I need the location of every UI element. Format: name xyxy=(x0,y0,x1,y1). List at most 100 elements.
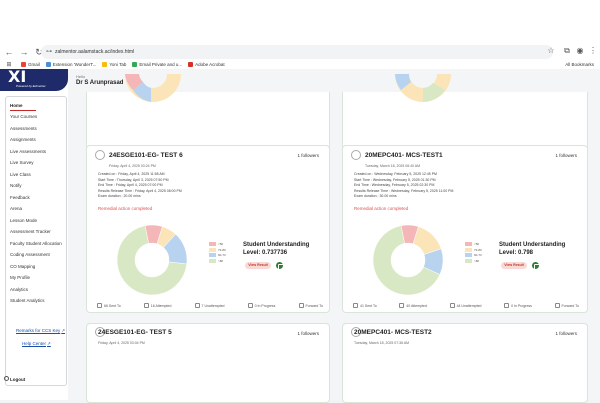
sidebar-item-coding-assessment[interactable]: Coding Assessment xyxy=(10,252,50,257)
assessment-card[interactable]: 20MEPC401- MCS-TEST1 1 followers Tuesday, … xyxy=(342,145,588,313)
extension-icon xyxy=(45,62,51,67)
user-header: Hello Dr S Arunprasad xyxy=(76,74,123,86)
sidebar-item-home[interactable]: Home xyxy=(10,103,36,111)
report-icon[interactable] xyxy=(276,262,284,270)
remedial-status: Remedial action completed xyxy=(98,206,153,211)
report-icon[interactable] xyxy=(532,262,540,270)
check-icon xyxy=(143,303,149,308)
legend-item: >80 xyxy=(465,258,482,263)
stat-sent[interactable]: 41 Sent To xyxy=(353,303,377,308)
understanding-donut-chart xyxy=(116,224,188,296)
progress-icon xyxy=(504,303,510,308)
progress-icon xyxy=(247,303,253,308)
sidebar-item-assignments[interactable]: Assignments xyxy=(10,137,36,142)
exam-duration: Exam duration : 30.00 mins xyxy=(354,194,397,198)
followers-count[interactable]: 1 followers xyxy=(297,331,319,336)
sidebar-item-my-profile[interactable]: My Profile xyxy=(10,275,31,280)
card-stats: 41 Sent To 40 Attempted 44 Unattempted 0 In… xyxy=(353,303,579,308)
view-result-button[interactable]: View Result xyxy=(245,262,271,269)
followers-count[interactable]: 1 followers xyxy=(555,331,577,336)
bookmark-email-private[interactable]: Email Private and u... xyxy=(132,62,182,67)
profile-icon[interactable]: ◉ xyxy=(576,46,584,55)
assessment-card[interactable]: 24ESGE101-EG- TEST 6 1 followers Friday, A… xyxy=(86,145,330,313)
bookmarks-bar: ⊞ Gmail Extension 'WonderT... Yoni Tab E… xyxy=(0,60,600,69)
assessment-card-bottom-right[interactable]: 20MEPC401- MCS-TEST2 1 followers Tuesday… xyxy=(342,323,588,403)
greeting: Hello xyxy=(76,74,86,79)
url-field[interactable]: ⊶ zalmentor.aalamstack.ac/index.html xyxy=(41,45,553,59)
view-result-button[interactable]: View Result xyxy=(501,262,527,269)
site-info-icon[interactable]: ⊶ xyxy=(46,49,52,55)
reload-icon[interactable]: ↻ xyxy=(35,47,43,57)
legend-item: 60-73 xyxy=(465,253,482,258)
logo-tagline: Powered by Edmenter xyxy=(16,84,46,88)
followers-count[interactable]: 1 followers xyxy=(555,153,577,158)
sidebar-item-co-mapping[interactable]: CO Mapping xyxy=(10,264,36,269)
legend-swatch xyxy=(465,258,472,263)
menu-icon[interactable]: ⋮ xyxy=(589,46,597,55)
sidebar: XI Powered by Edmenter Home Your Courses A… xyxy=(0,69,68,400)
stat-in-progress[interactable]: 0 In Progress xyxy=(247,303,275,308)
bookmark-extension[interactable]: Extension 'WonderT... xyxy=(45,62,96,67)
stat-in-progress[interactable]: 0 In Progress xyxy=(504,303,532,308)
sidebar-item-live-survey[interactable]: Live Survey xyxy=(10,160,34,165)
donut-slice xyxy=(116,225,188,296)
sidebar-item-student-analytics[interactable]: Student Analytics xyxy=(10,298,45,303)
remarks-link[interactable]: Remarks for CCS Key↗ xyxy=(16,328,66,333)
sidebar-item-assessments[interactable]: Assessments xyxy=(10,126,37,131)
donut-legend: <50 73-80 60-73 >80 xyxy=(465,242,482,264)
donut-slice xyxy=(372,225,441,296)
all-bookmarks[interactable]: All Bookmarks xyxy=(565,62,594,67)
understanding-donut-chart xyxy=(372,224,444,296)
sidebar-item-notify[interactable]: Notify xyxy=(10,183,22,188)
yoni-tab-icon xyxy=(102,62,108,67)
avatar xyxy=(95,150,105,160)
logo-mark: XI xyxy=(8,69,27,86)
results-release-time: Results Release Time : Friday, April 4, … xyxy=(98,188,182,193)
sidebar-item-assessment-tracker[interactable]: Assessment Tracker xyxy=(10,229,51,234)
sidebar-item-live-class[interactable]: Live Class xyxy=(10,172,31,177)
sidebar-item-faculty-student-allocation[interactable]: Faculty Student Allocation xyxy=(10,241,62,246)
user-name: Dr S Arunprasad xyxy=(76,80,124,86)
results-release-time: Results Release Time : Wednesday, Februa… xyxy=(354,188,454,193)
sidebar-item-arena[interactable]: Arena xyxy=(10,206,23,211)
sidebar-item-feedback[interactable]: Feedback xyxy=(10,195,30,200)
star-icon[interactable]: ☆ xyxy=(547,46,555,55)
stat-unattempted[interactable]: 44 Unattempted xyxy=(449,303,481,308)
card-title: 24ESGE101-EG- TEST 6 xyxy=(109,152,183,159)
extensions-icon[interactable]: ⧉ xyxy=(564,46,570,55)
sidebar-item-lesson-mode[interactable]: Lesson Mode xyxy=(10,218,38,223)
send-icon xyxy=(353,303,358,308)
understanding-level: Student Understanding Level: 0.737736 xyxy=(243,242,310,256)
legend-item: <50 xyxy=(209,242,226,246)
sidebar-item-your-courses[interactable]: Your Courses xyxy=(10,114,38,119)
donut-chart-partial xyxy=(395,74,451,102)
bookmark-adobe[interactable]: Adobe Acrobat xyxy=(188,62,225,67)
stat-attempted[interactable]: 16 Attempted xyxy=(143,303,171,308)
logout-button[interactable]: Logout xyxy=(10,377,26,382)
sidebar-item-live-assessments[interactable]: Live Assessments xyxy=(10,149,47,154)
donut-legend: <50 73-80 60-73 >80 xyxy=(209,242,226,264)
back-icon[interactable]: ← xyxy=(4,47,14,57)
forward-button[interactable]: Forward To xyxy=(554,303,579,308)
bookmark-gmail[interactable]: Gmail xyxy=(21,62,40,67)
start-time: Start Time : Wednesday, February 5, 2025… xyxy=(354,177,436,182)
stat-unattempted[interactable]: 7 Unattempted xyxy=(194,303,225,308)
send-icon xyxy=(97,303,102,308)
sidebar-menu: Home Your Courses Assessments Assignments Li… xyxy=(5,96,67,386)
adobe-icon xyxy=(188,62,194,67)
legend-item: 73-80 xyxy=(209,247,226,252)
sidebar-item-analytics[interactable]: Analytics xyxy=(10,287,29,292)
bookmark-yoni-tab[interactable]: Yoni Tab xyxy=(102,62,126,67)
avatar xyxy=(351,327,361,337)
card-title: 24ESGE101-EG- TEST 5 xyxy=(98,329,172,336)
stat-attempted[interactable]: 40 Attempted xyxy=(399,303,427,308)
help-center-link[interactable]: Help Center↗ xyxy=(22,341,51,346)
forward-icon[interactable]: → xyxy=(19,47,29,57)
legend-swatch xyxy=(465,253,472,258)
stat-sent[interactable]: 66 Sent To xyxy=(97,303,121,308)
forward-button[interactable]: Forward To xyxy=(298,303,323,308)
list-icon xyxy=(449,303,455,308)
apps-icon[interactable]: ⊞ xyxy=(6,61,12,68)
assessment-card-bottom-left[interactable]: 24ESGE101-EG- TEST 5 1 followers Friday,… xyxy=(86,323,330,403)
followers-count[interactable]: 1 followers xyxy=(297,153,319,158)
